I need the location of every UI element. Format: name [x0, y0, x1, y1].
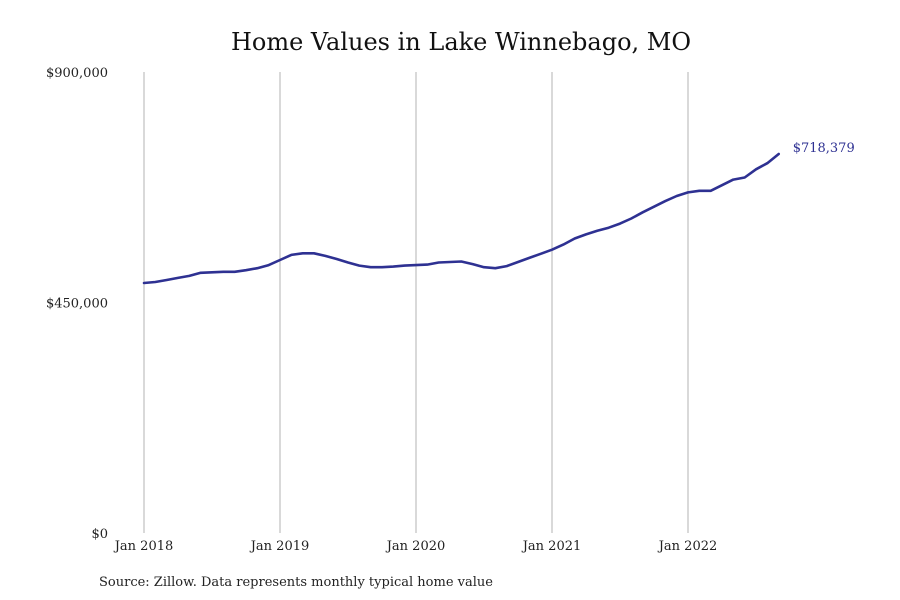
x-tick-label: Jan 2018 [113, 539, 174, 554]
chart-title: Home Values in Lake Winnebago, MO [231, 28, 691, 56]
end-value-label: $718,379 [793, 141, 855, 156]
series-line [142, 152, 781, 285]
y-tick-label: $450,000 [46, 297, 108, 312]
y-tick-label: $900,000 [46, 66, 108, 81]
y-axis-ticks: $0 $450,000 $900,000 [46, 66, 108, 542]
source-note: Source: Zillow. Data represents monthly … [99, 575, 493, 590]
series-layer [142, 152, 781, 285]
x-gridlines [143, 72, 689, 533]
x-tick-label: Jan 2022 [657, 539, 718, 554]
x-axis-ticks: Jan 2018 Jan 2019 Jan 2020 Jan 2021 Jan 2022 [113, 539, 718, 554]
x-tick-label: Jan 2020 [385, 539, 446, 554]
x-tick-label: Jan 2021 [521, 539, 582, 554]
y-tick-label: $0 [91, 527, 108, 542]
x-tick-label: Jan 2019 [249, 539, 310, 554]
